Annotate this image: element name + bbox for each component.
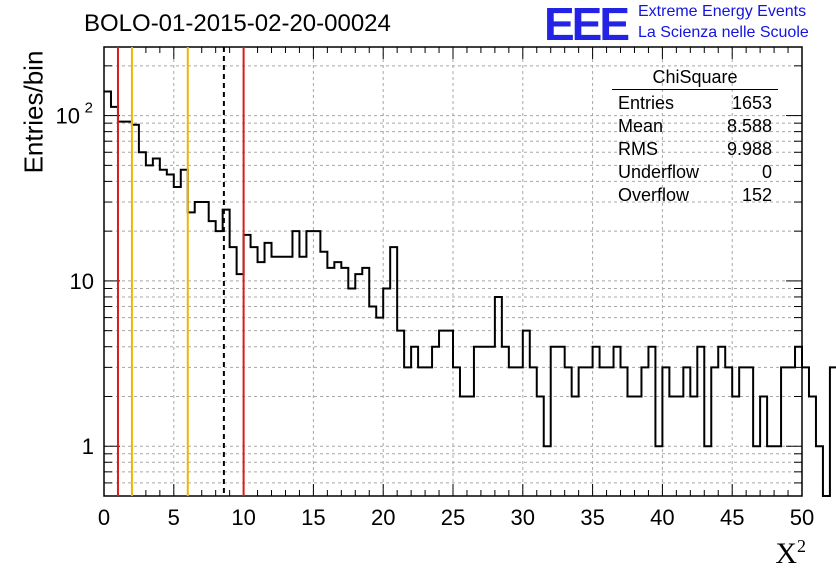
- x-axis-label: X2: [775, 536, 806, 571]
- stats-label: Overflow: [618, 185, 690, 205]
- stats-value: 9.988: [726, 139, 772, 159]
- stats-row-overflow: Overflow 152: [612, 184, 778, 207]
- x-tick-label: 50: [790, 505, 814, 530]
- stats-box: ChiSquare Entries 1653 Mean 8.588 RMS 9.…: [612, 66, 778, 207]
- stats-value: 8.588: [726, 116, 772, 136]
- x-tick-label: 45: [720, 505, 744, 530]
- x-tick-label: 15: [301, 505, 325, 530]
- stats-row-rms: RMS 9.988: [612, 138, 778, 161]
- x-tick-label: 40: [650, 505, 674, 530]
- stats-row-entries: Entries 1653: [612, 92, 778, 115]
- x-tick-label: 10: [231, 505, 255, 530]
- stats-label: Mean: [618, 116, 664, 136]
- x-axis-label-sup: 2: [797, 536, 806, 556]
- x-tick-label: 20: [371, 505, 395, 530]
- stats-row-underflow: Underflow 0: [612, 161, 778, 184]
- stats-label: Underflow: [618, 162, 700, 182]
- y-tick-label: 10: [56, 104, 80, 129]
- x-axis-label-base: X: [775, 537, 797, 570]
- chart-title: BOLO-01-2015-02-20-00024: [84, 10, 391, 37]
- x-tick-label: 25: [441, 505, 465, 530]
- y-tick-label: 10: [70, 269, 94, 294]
- stats-title: ChiSquare: [612, 66, 778, 90]
- stats-row-mean: Mean 8.588: [612, 115, 778, 138]
- x-tick-label: 0: [98, 505, 110, 530]
- stats-label: Entries: [618, 93, 675, 113]
- logo-subtitle-1: Extreme Energy Events: [638, 3, 807, 20]
- x-tick-label: 35: [580, 505, 604, 530]
- x-tick-label: 30: [511, 505, 535, 530]
- stats-value: 0: [761, 162, 772, 182]
- stats-value: 152: [741, 185, 772, 205]
- stats-label: RMS: [618, 139, 658, 159]
- histogram-line: [104, 90, 836, 497]
- eee-logo: EEE: [544, 0, 630, 50]
- y-axis-label: Entries/bin: [18, 50, 49, 174]
- stats-value: 1653: [731, 93, 772, 113]
- y-tick-label: 1: [82, 434, 94, 459]
- y-tick-label-exp: 2: [85, 100, 93, 117]
- logo-subtitle-2: La Scienza nelle Scuole: [638, 24, 809, 41]
- x-tick-label: 5: [168, 505, 180, 530]
